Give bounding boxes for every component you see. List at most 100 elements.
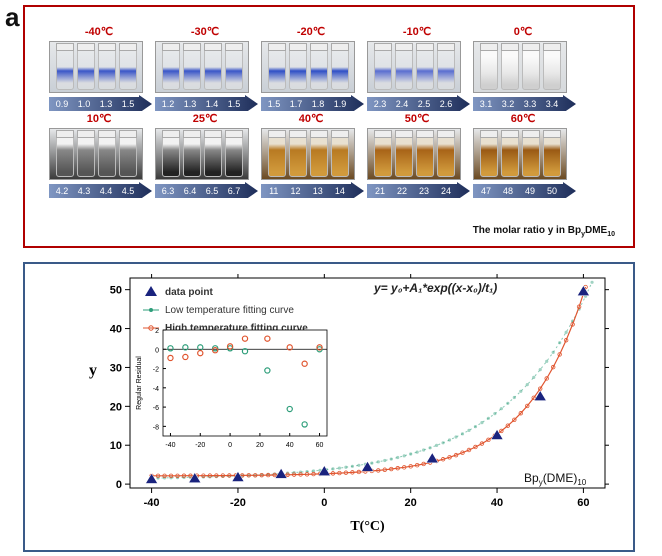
vial-cap [501, 130, 519, 138]
high-curve-marker [570, 322, 575, 327]
vial-cap [56, 130, 74, 138]
low-curve-marker [331, 467, 335, 471]
low-curve-marker [454, 435, 458, 439]
x-tick-label: 20 [405, 497, 417, 509]
inset-x-tick-label: -20 [195, 442, 205, 449]
molar-ratio-values: 2.3 2.4 2.5 2.6 [369, 96, 457, 112]
vial [225, 43, 243, 90]
low-curve-marker [512, 395, 516, 400]
high-curve-marker [466, 447, 472, 453]
vial [416, 130, 434, 177]
high-curve-marker [356, 469, 362, 475]
low-temperature-curve [151, 282, 593, 479]
legend-low-marker [149, 308, 153, 312]
molar-ratio-value: 1.5 [227, 99, 241, 109]
vial [331, 130, 349, 177]
low-curve-marker [493, 412, 497, 416]
low-curve-marker [370, 461, 374, 465]
y-tick-label: 50 [110, 285, 122, 297]
panel-b-frame [23, 262, 635, 552]
low-curve-marker [441, 441, 445, 445]
low-curve-marker [389, 457, 393, 461]
high-curve-marker [155, 473, 161, 479]
ratio-arrow [49, 182, 152, 198]
vial [162, 130, 180, 177]
vial [77, 43, 95, 90]
molar-ratio-value: 0.9 [55, 99, 69, 109]
vial-cap [374, 130, 392, 138]
molar-ratio-value: 2.4 [395, 99, 409, 109]
low-curve-marker [532, 375, 536, 380]
high-curve-marker [499, 428, 504, 434]
vial [543, 130, 561, 177]
low-curve-marker [525, 383, 529, 387]
molar-ratio-value: 1.2 [161, 99, 175, 109]
x-tick-label: 0 [321, 497, 327, 509]
molar-ratio-value: 4.5 [121, 186, 135, 196]
temperature-label: -20℃ [296, 26, 326, 38]
molar-ratio-value: 14 [334, 186, 345, 196]
fit-equation: y= y₀+A₁*exp((x-x₀)/t₁) [373, 281, 497, 295]
low-curve-marker [460, 432, 465, 436]
temperature-label: 25℃ [192, 113, 218, 125]
vial-photo [155, 128, 249, 180]
low-curve-marker [357, 463, 361, 467]
vial-photo [49, 41, 143, 93]
x-tick-label: 40 [491, 497, 503, 509]
vial [374, 43, 392, 90]
inset-y-tick-label: 2 [155, 328, 159, 335]
high-curve-marker [505, 423, 511, 428]
inset-y-tick-label: -8 [153, 424, 159, 431]
vial-cap [289, 130, 307, 138]
data-point [490, 429, 504, 440]
high-curve-marker [214, 473, 219, 478]
low-curve-marker [422, 448, 426, 452]
vial-cap [437, 130, 455, 138]
vial-cap [543, 43, 561, 51]
vial-cap [119, 43, 137, 51]
inset-y-tick-label: -2 [153, 367, 159, 374]
high-curve-marker [447, 455, 452, 460]
vial-cap [98, 130, 116, 138]
high-curve-marker [512, 417, 517, 422]
ratio-arrow [473, 182, 576, 198]
high-curve-marker [525, 403, 530, 409]
vial-cap [480, 43, 498, 51]
vial-cap [437, 43, 455, 51]
high-curve-marker [486, 437, 491, 443]
arrow-shape [367, 182, 470, 198]
low-curve-marker [337, 466, 342, 470]
compound-subscript-y: y [539, 478, 543, 487]
high-curve-marker [337, 470, 342, 476]
molar-ratio-value: 23 [418, 186, 429, 196]
vial-cap [416, 43, 434, 51]
y-tick-label: 0 [116, 479, 122, 491]
panel-a-label: a [5, 2, 20, 32]
compound-dme: (DME) [543, 471, 578, 485]
high-residual-point [167, 354, 174, 362]
high-curve-marker [265, 472, 271, 478]
high-curve-marker [460, 450, 465, 455]
molar-ratio-value: 47 [480, 186, 491, 196]
molar-ratio-values: 11 12 13 14 [263, 183, 351, 199]
data-point [361, 460, 374, 472]
high-curve-marker [479, 441, 485, 446]
high-curve-marker [395, 466, 400, 471]
molar-ratio-values: 47 48 49 50 [475, 183, 563, 199]
low-residual-point [241, 348, 249, 355]
vial [98, 43, 116, 90]
low-residual-point [167, 345, 174, 352]
molar-ratio-value: 4.2 [55, 186, 69, 196]
vial [395, 130, 413, 177]
y-axis-label: y [89, 362, 97, 379]
high-residual-point [286, 344, 293, 351]
high-curve-marker [473, 444, 478, 450]
y-tick-label: 20 [110, 401, 122, 413]
vial [289, 130, 307, 177]
low-residual-point [226, 345, 234, 352]
data-point [425, 452, 439, 464]
vial [225, 130, 243, 177]
vial-cap [98, 43, 116, 51]
high-residual-point [211, 347, 219, 354]
low-curve-marker [409, 452, 413, 456]
